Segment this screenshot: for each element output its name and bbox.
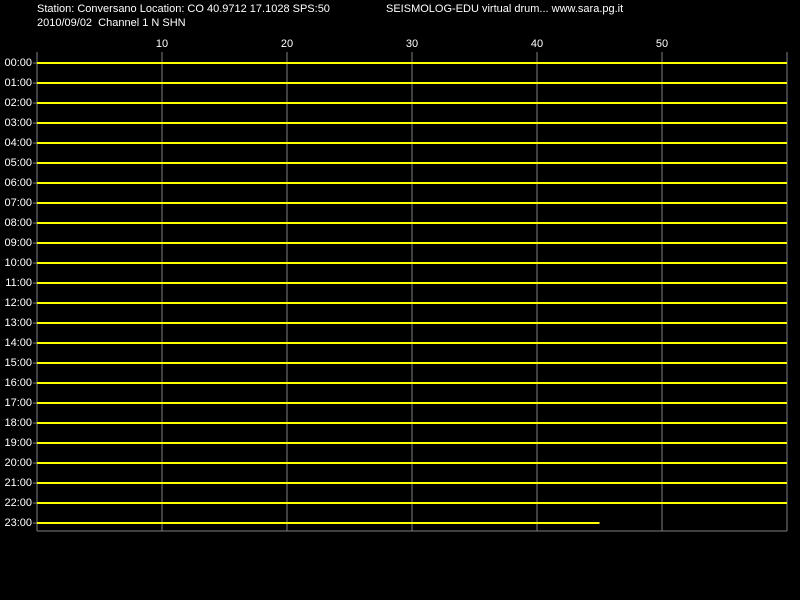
row-label: 22:00 xyxy=(4,497,32,509)
row-label: 12:00 xyxy=(4,297,32,309)
row-label: 04:00 xyxy=(4,137,32,149)
row-label: 21:00 xyxy=(4,477,32,489)
chart-title: Station: Conversano Location: CO 40.9712… xyxy=(37,3,330,15)
row-label: 02:00 xyxy=(4,97,32,109)
row-label: 15:00 xyxy=(4,357,32,369)
row-label: 14:00 xyxy=(4,337,32,349)
row-label: 17:00 xyxy=(4,397,32,409)
row-label: 18:00 xyxy=(4,417,32,429)
row-label: 09:00 xyxy=(4,237,32,249)
row-label: 08:00 xyxy=(4,217,32,229)
chart-subtitle: 2010/09/02 Channel 1 N SHN xyxy=(37,17,186,29)
row-label: 05:00 xyxy=(4,157,32,169)
x-tick-label: 20 xyxy=(281,38,293,50)
row-label: 13:00 xyxy=(4,317,32,329)
row-label: 03:00 xyxy=(4,117,32,129)
row-label: 19:00 xyxy=(4,437,32,449)
row-label: 07:00 xyxy=(4,197,32,209)
row-label: 11:00 xyxy=(5,277,32,289)
row-label: 06:00 xyxy=(4,177,32,189)
row-label: 16:00 xyxy=(4,377,32,389)
row-label: 23:00 xyxy=(4,517,32,529)
x-tick-label: 30 xyxy=(406,38,418,50)
row-label: 01:00 xyxy=(4,77,32,89)
x-tick-label: 40 xyxy=(531,38,543,50)
x-tick-label: 50 xyxy=(656,38,668,50)
row-label: 10:00 xyxy=(4,257,32,269)
x-tick-label: 10 xyxy=(156,38,168,50)
annotation: SEISMOLOG-EDU virtual drum... www.sara.p… xyxy=(386,3,623,15)
row-label: 20:00 xyxy=(4,457,32,469)
row-label: 00:00 xyxy=(4,57,32,69)
